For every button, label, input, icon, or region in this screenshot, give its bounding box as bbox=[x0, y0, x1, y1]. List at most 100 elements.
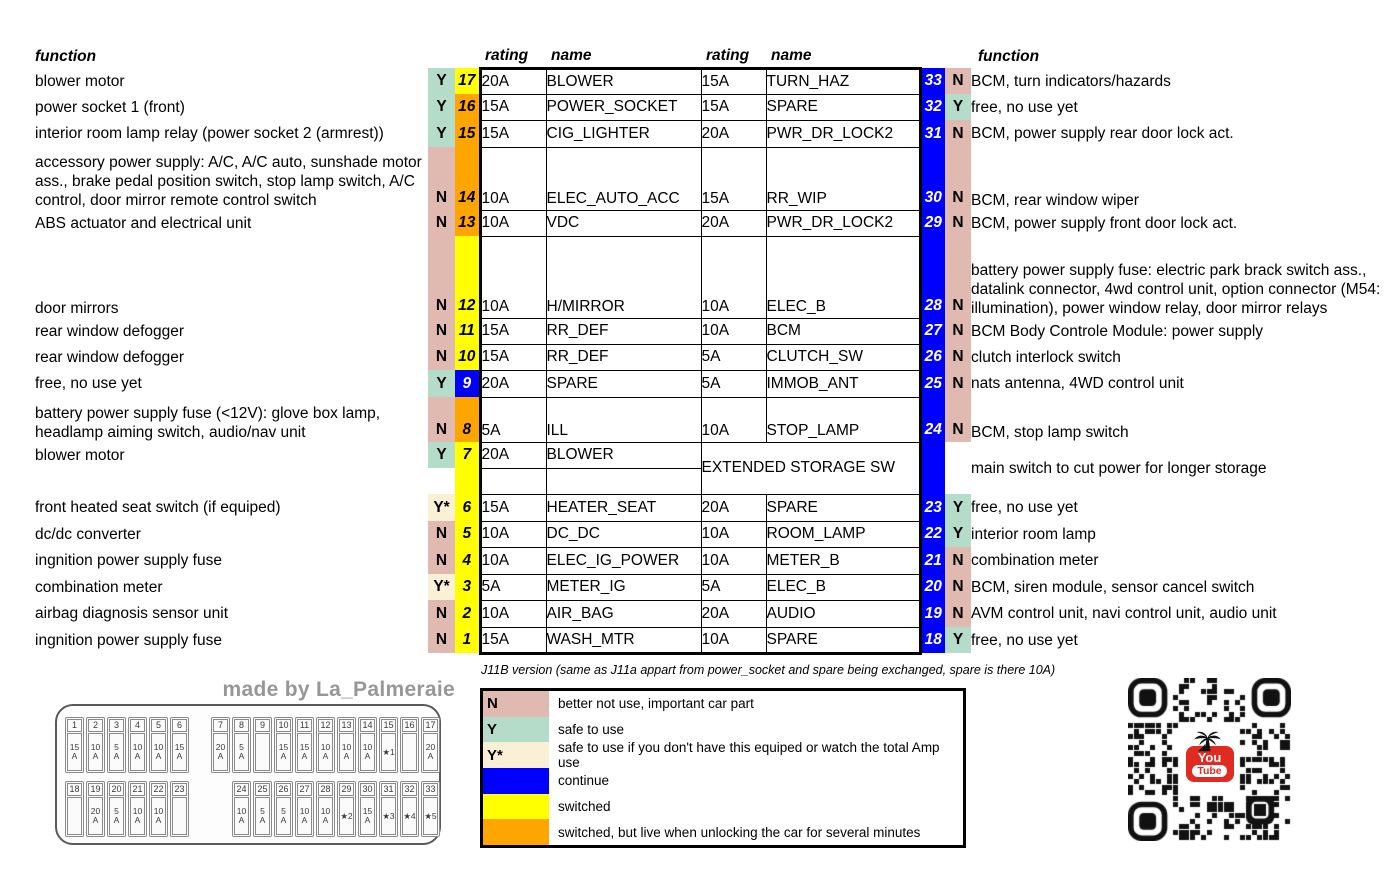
legend-swatch bbox=[483, 793, 549, 820]
fuse-slot-number: 24 bbox=[234, 783, 249, 796]
right-fuse-number: 23 bbox=[920, 494, 945, 521]
rating-cell: 10A bbox=[478, 146, 547, 211]
fuse-slot-rating: 10 A bbox=[130, 733, 145, 771]
fuse-slot-number: 9 bbox=[255, 719, 270, 732]
fuse-slot-rating: 5 A bbox=[109, 733, 124, 771]
fuse-slot-number: 16 bbox=[402, 719, 417, 732]
right-function-label: BCM, turn indicators/hazards bbox=[971, 72, 1171, 90]
fuse-slot-number: 26 bbox=[276, 783, 291, 796]
name-cell: RR_WIP bbox=[765, 146, 922, 211]
fuse-slot-number: 21 bbox=[130, 783, 145, 796]
fuse-slot-number: 2 bbox=[88, 719, 103, 732]
fuse-slot-rating bbox=[67, 797, 82, 835]
right-safety-flag: N bbox=[945, 397, 971, 442]
extended-storage-cell: EXTENDED STORAGE SW bbox=[700, 441, 922, 495]
right-function-label: BCM Body Controle Module: power supply bbox=[971, 322, 1264, 340]
right-fuse-number: 31 bbox=[920, 120, 945, 147]
fuse-slot-rating: 15 A bbox=[297, 733, 312, 771]
right-fuse-number: 24 bbox=[920, 397, 945, 442]
left-fuse-number: 7 bbox=[455, 442, 480, 468]
legend-label: better not use, important car part bbox=[558, 696, 754, 712]
right-function-label: battery power supply fuse: electric park… bbox=[971, 262, 1381, 317]
fuse-slot: 32 ★4 bbox=[400, 781, 419, 837]
fuse-slot: 2 10 A bbox=[86, 717, 105, 773]
fuse-slot: 30 15 A bbox=[358, 781, 377, 837]
fuse-table: function rating name rating name functio… bbox=[35, 46, 1396, 655]
rating-cell: 10A bbox=[700, 396, 767, 443]
left-fuse-number: 17 bbox=[455, 68, 480, 94]
credit-text: made by La_Palmeraie bbox=[222, 678, 455, 701]
header-function-right: function bbox=[978, 48, 1040, 65]
fuse-slot: 11 15 A bbox=[295, 717, 314, 773]
right-fuse-number: 28 bbox=[920, 236, 945, 318]
name-cell: SPARE bbox=[765, 493, 922, 522]
name-cell: SPARE bbox=[765, 626, 922, 655]
fuse-slot: 5 10 A bbox=[149, 717, 168, 773]
name-cell: ELEC_B bbox=[765, 235, 922, 319]
name-cell: TURN_HAZ bbox=[765, 66, 922, 95]
name-cell: WASH_MTR bbox=[545, 626, 702, 655]
fuse-slot-rating: 15 A bbox=[172, 733, 187, 771]
name-cell: AIR_BAG bbox=[545, 599, 702, 628]
left-safety-flag: N bbox=[428, 147, 455, 210]
header-name-1: name bbox=[551, 47, 592, 65]
rating-cell: 15A bbox=[478, 626, 547, 655]
fuse-slot: 23 bbox=[170, 781, 189, 837]
fuse-slot-number: 4 bbox=[130, 719, 145, 732]
fuse-slot-rating bbox=[402, 733, 417, 771]
left-function-label: airbag diagnosis sensor unit bbox=[35, 605, 229, 622]
left-function-label: blower motor bbox=[35, 446, 125, 464]
right-function-label: AVM control unit, navi control unit, aud… bbox=[971, 605, 1277, 622]
left-function-label: front heated seat switch (if equiped) bbox=[35, 499, 281, 516]
palm-tree-icon bbox=[1193, 732, 1221, 752]
left-safety-flag bbox=[428, 468, 455, 494]
rating-cell: 10A bbox=[700, 626, 767, 655]
name-cell: PWR_DR_LOCK2 bbox=[765, 209, 922, 237]
left-fuse-number: 9 bbox=[455, 370, 480, 397]
fuse-slot-number: 7 bbox=[213, 719, 228, 732]
name-cell: BLOWER bbox=[545, 441, 702, 469]
name-cell: DC_DC bbox=[545, 520, 702, 548]
left-function-label: rear window defogger bbox=[35, 348, 185, 366]
left-function-label: interior room lamp relay (power socket 2… bbox=[35, 125, 384, 142]
rating-cell: 20A bbox=[700, 209, 767, 237]
fuse-slot-rating: 20 A bbox=[423, 733, 438, 771]
fuse-slot-rating: 10 A bbox=[234, 797, 249, 835]
fuse-slot-number: 1 bbox=[67, 719, 82, 732]
right-fuse-number: 19 bbox=[920, 600, 945, 627]
fuse-slot-rating: 15 A bbox=[276, 733, 291, 771]
legend-swatch: Y* bbox=[483, 742, 549, 769]
left-safety-flag: Y* bbox=[428, 574, 455, 600]
fuse-slot-rating: 5 A bbox=[234, 733, 249, 771]
youtube-badge: You Tube bbox=[1185, 746, 1234, 783]
left-fuse-number: 15 bbox=[455, 120, 480, 147]
fuse-slot-rating: 10 A bbox=[151, 797, 166, 835]
fuse-slot-rating: 10 A bbox=[151, 733, 166, 771]
right-safety-flag: N bbox=[945, 120, 971, 147]
rating-cell: 5A bbox=[700, 369, 767, 398]
rating-cell: 10A bbox=[478, 599, 547, 628]
left-fuse-number: 11 bbox=[455, 318, 480, 344]
fuse-slot: 16 bbox=[400, 717, 419, 773]
right-fuse-number: 26 bbox=[920, 344, 945, 370]
fuse-slot: 6 15 A bbox=[170, 717, 189, 773]
rating-cell: 15A bbox=[478, 119, 547, 148]
fuse-slot: 28 10 A bbox=[316, 781, 335, 837]
fuse-slot-number: 15 bbox=[381, 719, 396, 732]
youtube-badge-bottom: Tube bbox=[1192, 764, 1227, 777]
rating-cell: 10A bbox=[700, 546, 767, 575]
header-rating-1: rating bbox=[485, 47, 529, 65]
rating-cell: 10A bbox=[700, 520, 767, 548]
name-cell: AUDIO bbox=[765, 599, 922, 628]
right-function-label: BCM, power supply rear door lock act. bbox=[971, 125, 1234, 142]
right-function-label: interior room lamp bbox=[971, 525, 1096, 543]
right-safety-flag: Y bbox=[945, 94, 971, 120]
fuse-slot-rating: 10 A bbox=[88, 733, 103, 771]
right-safety-flag: N bbox=[945, 147, 971, 210]
name-cell: POWER_SOCKET bbox=[545, 93, 702, 121]
header-rating-2: rating bbox=[706, 47, 750, 65]
name-cell: BCM bbox=[765, 317, 922, 345]
